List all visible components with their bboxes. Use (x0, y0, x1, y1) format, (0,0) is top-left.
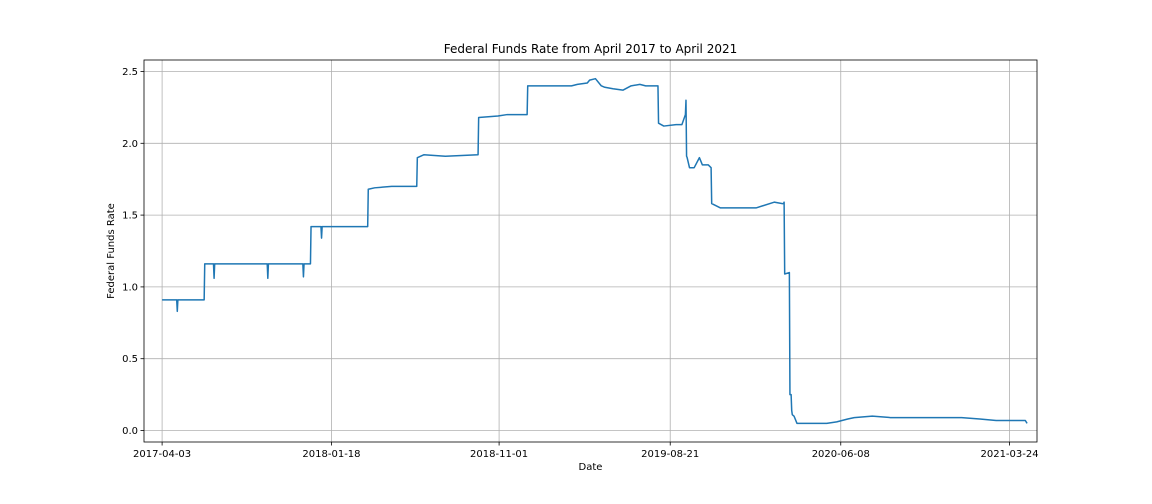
series-line (162, 77, 1028, 425)
y-tick-label: 0.5 (122, 354, 138, 365)
axis-ticks: 2017-04-03 2018-01-18 2018-11-01 2019-08-21… (122, 67, 1039, 460)
y-tick-label: 1.5 (122, 211, 138, 222)
y-tick-label: 2.5 (122, 67, 138, 78)
chart-title: Federal Funds Rate from April 2017 to Ap… (444, 42, 738, 56)
series-layer (162, 77, 1028, 425)
plot-area-frame (143, 59, 1038, 443)
x-tick-label: 2018-11-01 (470, 449, 528, 460)
x-axis-title: Date (579, 462, 603, 473)
x-tick-label: 2017-04-03 (133, 449, 191, 460)
x-tick-label: 2018-01-18 (302, 449, 360, 460)
y-tick-label: 2.0 (122, 139, 138, 150)
y-axis-title: Federal Funds Rate (106, 203, 117, 299)
x-tick-label: 2019-08-21 (641, 449, 699, 460)
y-tick-label: 0.0 (122, 426, 138, 437)
x-tick-label: 2021-03-24 (980, 449, 1038, 460)
x-tick-label: 2020-06-08 (812, 449, 870, 460)
y-tick-label: 1.0 (122, 282, 138, 293)
grid-lines (144, 60, 1037, 442)
